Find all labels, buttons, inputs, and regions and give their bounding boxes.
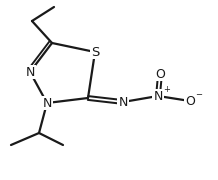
Text: N: N: [42, 96, 52, 109]
Text: N: N: [153, 89, 163, 102]
Text: N: N: [118, 96, 128, 109]
Text: O: O: [155, 68, 165, 80]
Text: N: N: [25, 66, 35, 78]
Text: S: S: [91, 46, 99, 58]
Text: +: +: [164, 84, 170, 93]
Text: −: −: [196, 91, 203, 100]
Text: O: O: [185, 94, 195, 107]
